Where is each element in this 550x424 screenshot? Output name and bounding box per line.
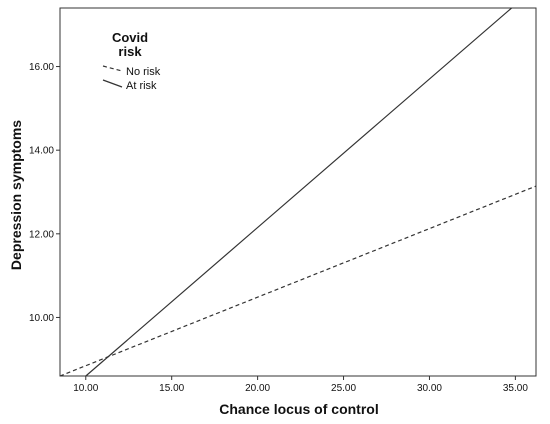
y-tick-label: 10.00: [29, 313, 54, 324]
x-tick-label: 15.00: [159, 383, 184, 394]
series-line-no-risk: [59, 185, 537, 377]
series-layer: [59, 7, 537, 377]
x-axis-title: Chance locus of control: [219, 401, 378, 417]
y-tick-label: 16.00: [29, 62, 54, 73]
legend-swatch-no-risk: [102, 65, 123, 72]
x-tick-label: 20.00: [245, 383, 270, 394]
x-axis-ticks: 10.00 15.00 20.00 25.00 30.00 35.00: [73, 376, 528, 394]
legend-label-no-risk: No risk: [126, 66, 161, 78]
x-tick-label: 10.00: [73, 383, 98, 394]
legend-swatch-at-risk: [102, 79, 123, 88]
x-tick-label: 30.00: [417, 383, 442, 394]
x-tick-label: 35.00: [503, 383, 528, 394]
y-axis-ticks: 10.00 12.00 14.00 16.00: [29, 62, 60, 324]
legend-title-line-1: Covid: [112, 30, 148, 45]
legend-label-at-risk: At risk: [126, 80, 157, 92]
legend: Covid risk No risk At risk: [102, 30, 161, 92]
y-tick-label: 12.00: [29, 229, 54, 240]
plot-area-frame: [59, 7, 537, 377]
y-tick-label: 14.00: [29, 146, 54, 157]
series-line-at-risk: [85, 7, 512, 377]
legend-title-line-2: risk: [118, 44, 142, 59]
y-axis-title: Depression symptoms: [8, 120, 24, 270]
x-tick-label: 25.00: [331, 383, 356, 394]
